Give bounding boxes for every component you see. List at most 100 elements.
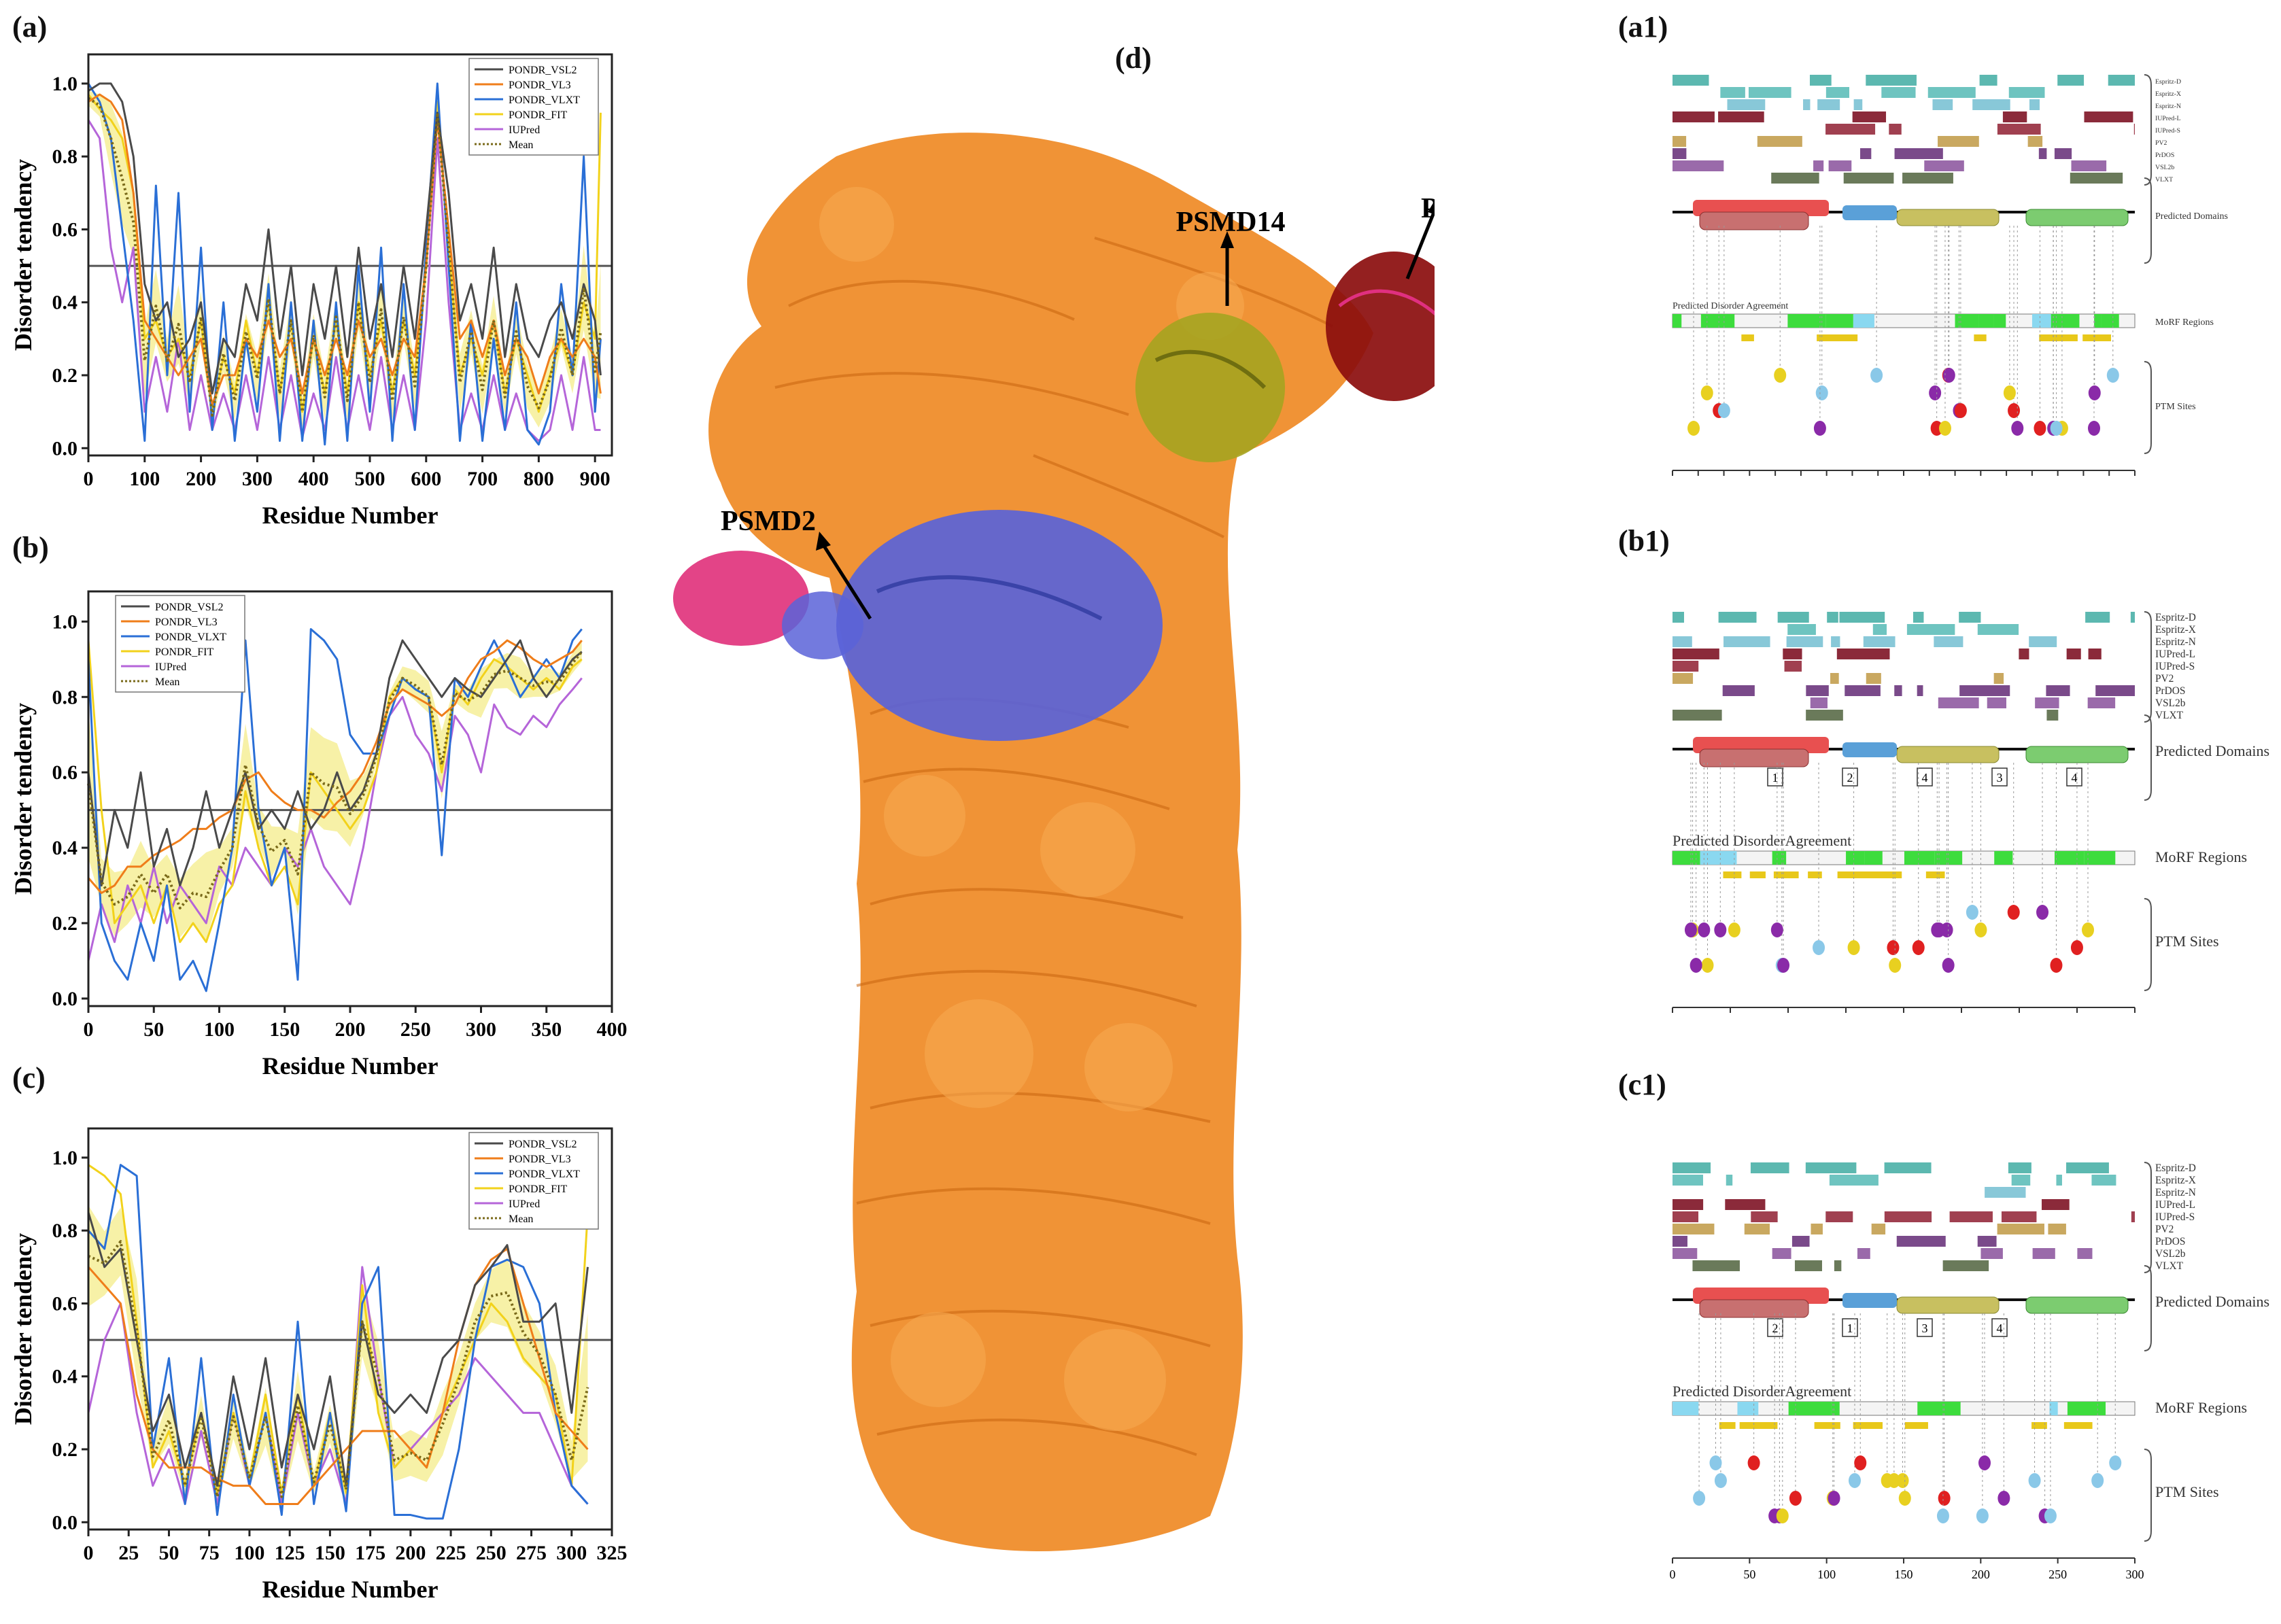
domain-number: 1 (1847, 1321, 1853, 1335)
y-tick-label: 0.4 (52, 1366, 78, 1388)
morf-region (1974, 334, 1987, 341)
protein-structure-image: PSMD14 PSMD4 PSMD2 (673, 133, 1435, 1552)
predictor-segment (1771, 173, 1819, 184)
predicted-domain (2025, 1296, 2129, 1314)
residue-tick-label: 250 (2048, 1568, 2067, 1581)
predictor-segment (1783, 649, 1802, 659)
predictor-segment (1938, 136, 1979, 147)
predictor-segment (2048, 1224, 2066, 1234)
predictor-segment (1852, 111, 1887, 122)
agreement-segment (1994, 851, 2013, 865)
series-line-vsl2 (87, 639, 583, 887)
panel-label-d: (d) (1115, 41, 1152, 75)
morf-region (1808, 871, 1822, 878)
predictor-segment (1673, 111, 1715, 122)
ptm-brace (2144, 898, 2152, 991)
predictor-segment (2087, 697, 2116, 708)
ptm-site-marker (1709, 1455, 1722, 1470)
predictor-segment (1913, 612, 1924, 623)
predictor-segment (1980, 1248, 2003, 1259)
predictor-segment (2084, 111, 2133, 122)
predictor-segment (1757, 136, 1802, 147)
predictor-segment (1860, 148, 1872, 159)
predictor-segment (2038, 148, 2047, 159)
ptm-site-marker (1701, 958, 1714, 973)
x-tick-label: 150 (269, 1018, 300, 1041)
agreement-label: Predicted DisorderAgreement (1673, 1383, 1851, 1400)
ptm-site-marker (1789, 1491, 1802, 1506)
legend-label: PONDR_VL3 (155, 617, 218, 628)
x-tick-label: 0 (84, 1542, 94, 1564)
agreement-segment (1673, 1402, 1699, 1415)
predicted-domain (1699, 211, 1809, 230)
predictor-legend-label: VSL2b (2155, 164, 2174, 171)
ptm-site-marker (1870, 368, 1883, 383)
morf-label: MoRF Regions (2155, 848, 2247, 865)
morf-label: MoRF Regions (2155, 1399, 2247, 1416)
predictor-segment (1896, 1236, 1946, 1247)
predictor-segment (2008, 1162, 2031, 1173)
x-tick-label: 800 (524, 468, 554, 490)
y-tick-label: 1.0 (52, 73, 78, 95)
x-tick-label: 225 (436, 1542, 466, 1564)
predictor-segment (1894, 685, 1902, 696)
legend-brace (2144, 611, 2152, 723)
morf-region (1904, 1422, 1928, 1429)
predicted-domain (1896, 1296, 2000, 1314)
predicted-domain (1896, 209, 2000, 226)
morf-region (1741, 334, 1754, 341)
predictor-legend-label: IUPred-S (2155, 127, 2180, 135)
predictor-legend-label: Espritz-N (2155, 636, 2196, 648)
residue-tick-label: 0 (1670, 1568, 1676, 1581)
plot-frame (87, 53, 613, 457)
domains-label: Predicted Domains (2155, 1293, 2269, 1310)
predictor-segment (1959, 612, 1981, 623)
x-tick-label: 300 (556, 1542, 587, 1564)
ptm-site-marker (1976, 1508, 1989, 1523)
predicted-domain (1842, 1293, 1897, 1308)
ptm-site-marker (1776, 1508, 1789, 1523)
predictor-segment (1673, 649, 1719, 659)
y-axis-label: Disorder tendency (10, 1233, 37, 1425)
predictor-segment (2029, 99, 2040, 110)
predictor-segment (1794, 1260, 1822, 1271)
predictor-legend-label: PV2 (2155, 139, 2167, 147)
predictor-segment (1806, 710, 1843, 721)
predictor-legend-label: Espritz-D (2155, 1162, 2196, 1174)
predictor-segment (1884, 1162, 1932, 1173)
ptm-site-marker (2087, 421, 2100, 436)
predictor-segment (1917, 685, 1923, 696)
predictor-segment (1673, 1236, 1687, 1247)
legend-label: PONDR_FIT (155, 646, 213, 658)
panel-label-c: (c) (12, 1061, 46, 1094)
ptm-site-marker (2008, 403, 2021, 418)
panel-label-a1: (a1) (1618, 10, 1668, 44)
ptm-site-marker (2028, 1473, 2041, 1488)
ptm-site-marker (1933, 922, 1946, 937)
ptm-site-marker (2036, 905, 2049, 920)
psmd2-subunit (673, 510, 1163, 741)
ptm-site-marker (1690, 958, 1702, 973)
domains-brace (2144, 1265, 2152, 1351)
ptm-site-marker (2011, 421, 2024, 436)
structure-annotations: PSMD14 PSMD4 PSMD2 (721, 193, 1435, 620)
predictor-segment (1750, 1162, 1789, 1173)
legend-box (115, 595, 245, 693)
predictor-segment (1866, 673, 1881, 684)
domains-label: Predicted Domains (2155, 742, 2269, 759)
residue-tick-label: 50 (1724, 1017, 1736, 1020)
ptm-label: PTM Sites (2155, 402, 2196, 412)
x-tick-label: 325 (597, 1542, 628, 1564)
ptm-site-marker (1717, 403, 1730, 418)
agreement-segment (1993, 314, 2006, 328)
x-tick-label: 200 (186, 468, 216, 490)
ptm-site-marker (1997, 1491, 2010, 1506)
predictor-legend-label: Espritz-D (2155, 78, 2181, 86)
morf-region (2031, 1422, 2047, 1429)
predictor-segment (1924, 160, 1964, 171)
predictor-segment (1853, 99, 1863, 110)
ptm-site-marker (2034, 421, 2046, 436)
predictor-legend-label: PrDOS (2155, 685, 2185, 697)
predictor-segment (1997, 124, 2041, 135)
x-tick-label: 175 (355, 1542, 385, 1564)
